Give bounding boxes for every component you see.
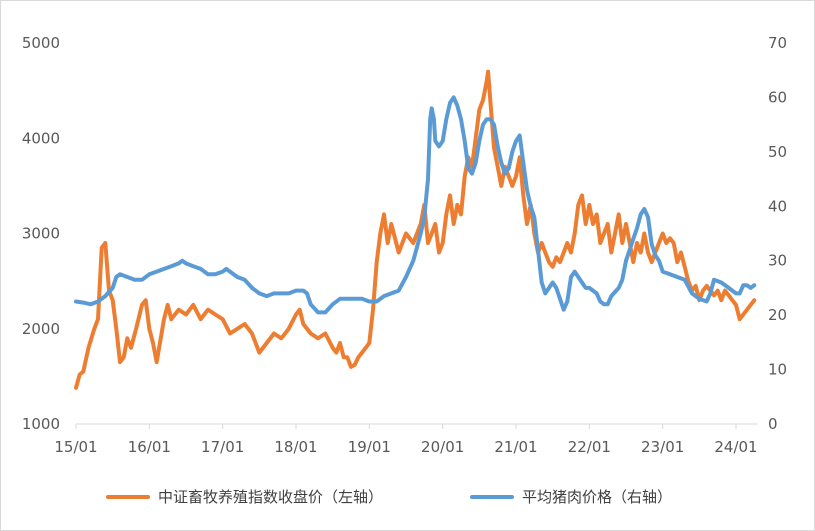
right-tick-label: 40 <box>768 197 787 215</box>
right-tick-label: 10 <box>768 361 787 379</box>
x-tick-label: 24/01 <box>714 438 757 456</box>
left-tick-label: 3000 <box>22 225 60 243</box>
x-tick-label: 18/01 <box>274 438 317 456</box>
left-axis-ticks: 1000 2000 3000 4000 5000 <box>22 34 60 433</box>
x-tick-label: 21/01 <box>494 438 537 456</box>
right-tick-label: 0 <box>768 415 778 433</box>
series-layer <box>74 69 757 390</box>
x-axis-ticks: 15/01 16/01 17/01 18/01 19/01 20/01 21/01 22/01… <box>54 424 758 456</box>
left-tick-label: 5000 <box>22 34 60 52</box>
x-tick-label: 19/01 <box>348 438 391 456</box>
series-line-1 <box>74 69 757 390</box>
left-tick-label: 2000 <box>22 320 60 338</box>
x-tick-label: 22/01 <box>568 438 611 456</box>
x-tick-label: 20/01 <box>421 438 464 456</box>
x-tick-label: 23/01 <box>641 438 684 456</box>
right-axis-ticks: 0 10 20 30 40 50 60 70 <box>768 34 787 433</box>
x-tick-label: 15/01 <box>54 438 97 456</box>
x-tick-label: 17/01 <box>201 438 244 456</box>
right-tick-label: 30 <box>768 252 787 270</box>
legend-label: 平均猪肉价格（右轴） <box>522 488 672 506</box>
right-tick-label: 60 <box>768 88 787 106</box>
right-tick-label: 20 <box>768 306 787 324</box>
series-line-2 <box>74 95 757 315</box>
left-tick-label: 1000 <box>22 415 60 433</box>
legend: 中证畜牧养殖指数收盘价（左轴） 平均猪肉价格（右轴） <box>106 488 672 506</box>
legend-label: 中证畜牧养殖指数收盘价（左轴） <box>158 488 383 506</box>
x-tick-label: 16/01 <box>128 438 171 456</box>
right-tick-label: 50 <box>768 143 787 161</box>
left-tick-label: 4000 <box>22 129 60 147</box>
right-tick-label: 70 <box>768 34 787 52</box>
